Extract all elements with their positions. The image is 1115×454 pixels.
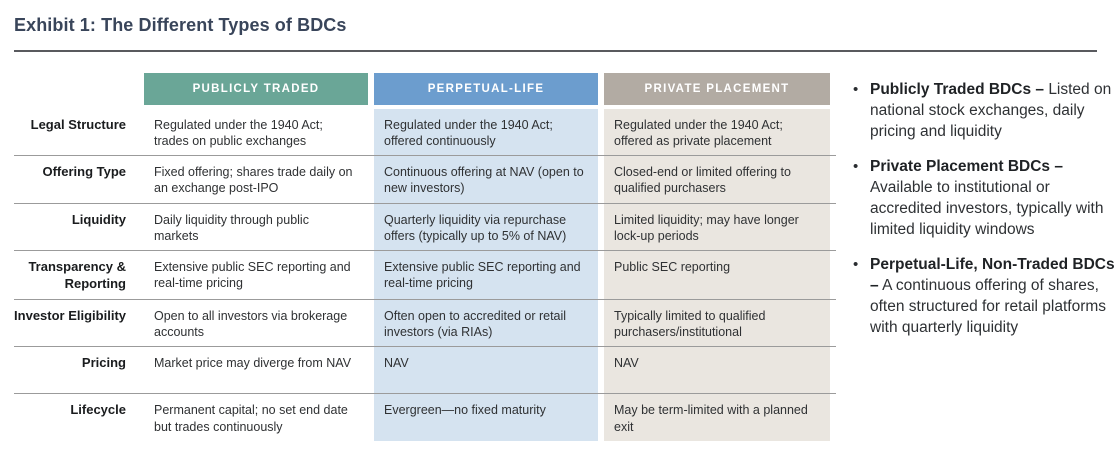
table-cell: Closed-end or limited offering to qualif…: [604, 156, 830, 203]
table-cell: May be term-limited with a planned exit: [604, 394, 830, 441]
title-divider: [14, 49, 1097, 52]
table-row: Investor Eligibility Open to all investo…: [14, 299, 836, 348]
bullet-detail: A continuous offering of shares, often s…: [870, 276, 1107, 336]
list-item: • Publicly Traded BDCs – Listed on natio…: [853, 79, 1115, 142]
list-item: • Private Placement BDCs – Available to …: [853, 156, 1115, 240]
table-header-row: PUBLICLY TRADED PERPETUAL-LIFE PRIVATE P…: [14, 72, 836, 105]
bdc-comparison-table: PUBLICLY TRADED PERPETUAL-LIFE PRIVATE P…: [14, 72, 836, 441]
column-header-private-placement: PRIVATE PLACEMENT: [604, 72, 830, 105]
bullet-icon: •: [853, 255, 859, 273]
bullet-detail: Available to institutional or accredited…: [870, 178, 1104, 238]
key-points-sidebar: • Publicly Traded BDCs – Listed on natio…: [853, 73, 1115, 352]
table-cell: NAV: [604, 347, 830, 394]
row-label: Transparency & Reporting: [28, 259, 126, 291]
table-cell: Typically limited to qualified purchaser…: [604, 299, 830, 347]
row-label: Offering Type: [42, 164, 126, 179]
table-cell: Extensive public SEC reporting and real-…: [144, 251, 368, 299]
table-row: Offering Type Fixed offering; shares tra…: [14, 156, 836, 204]
table-cell: Regulated under the 1940 Act; offered as…: [604, 108, 830, 155]
bullet-text: Publicly Traded BDCs – Listed on nationa…: [870, 79, 1115, 142]
table-cell: Public SEC reporting: [604, 251, 830, 299]
table-cell: Daily liquidity through public markets: [144, 203, 368, 250]
row-label: Lifecycle: [70, 402, 126, 418]
table-cell: Open to all investors via brokerage acco…: [144, 299, 368, 347]
bullet-lead: Private Placement BDCs –: [870, 157, 1063, 175]
bullet-lead: Perpetual-Life, Non-Traded BDCs –: [870, 255, 1115, 294]
table-row: Liquidity Daily liquidity through public…: [14, 203, 836, 251]
page-title: Exhibit 1: The Different Types of BDCs: [14, 15, 347, 35]
table-cell: Regulated under the 1940 Act; offered co…: [374, 108, 598, 155]
table-cell: Extensive public SEC reporting and real-…: [374, 251, 598, 299]
table-cell: Regulated under the 1940 Act; trades on …: [144, 108, 368, 155]
table-cell: Evergreen—no fixed maturity: [374, 394, 598, 441]
bullet-lead: Publicly Traded BDCs –: [870, 80, 1044, 98]
table-cell: Quarterly liquidity via repurchase offer…: [374, 203, 598, 250]
table-cell: Permanent capital; no set end date but t…: [144, 394, 368, 441]
bullet-text: Private Placement BDCs – Available to in…: [870, 156, 1115, 240]
main-content: PUBLICLY TRADED PERPETUAL-LIFE PRIVATE P…: [14, 72, 1115, 441]
table-cell: Often open to accredited or retail inves…: [374, 299, 598, 347]
table-cell: Fixed offering; shares trade daily on an…: [144, 156, 368, 203]
table-row: Lifecycle Permanent capital; no set end …: [14, 394, 836, 441]
table-row: Legal Structure Regulated under the 1940…: [14, 108, 836, 156]
column-header-perpetual-life: PERPETUAL-LIFE: [374, 72, 598, 105]
row-label: Liquidity: [71, 211, 126, 227]
header-spacer: [14, 73, 138, 105]
table-cell: NAV: [374, 347, 598, 394]
column-header-publicly-traded: PUBLICLY TRADED: [144, 72, 368, 105]
table-row: Pricing Market price may diverge from NA…: [14, 347, 836, 395]
bullet-text: Perpetual-Life, Non-Traded BDCs – A cont…: [870, 254, 1115, 338]
table-cell: Continuous offering at NAV (open to new …: [374, 156, 598, 203]
table-cell: Market price may diverge from NAV: [144, 347, 368, 394]
row-label: Investor Eligibility: [14, 307, 126, 323]
bullet-icon: •: [853, 157, 859, 175]
bullet-icon: •: [853, 80, 859, 98]
row-label: Pricing: [81, 355, 126, 371]
table-row: Transparency & Reporting Extensive publi…: [14, 251, 836, 300]
exhibit-page: Exhibit 1: The Different Types of BDCs P…: [14, 15, 1115, 441]
list-item: • Perpetual-Life, Non-Traded BDCs – A co…: [853, 254, 1115, 338]
table-cell: Limited liquidity; may have longer lock-…: [604, 203, 830, 250]
row-label: Legal Structure: [30, 116, 126, 132]
bullet-detail: Listed on national stock exchanges, dail…: [870, 80, 1112, 140]
